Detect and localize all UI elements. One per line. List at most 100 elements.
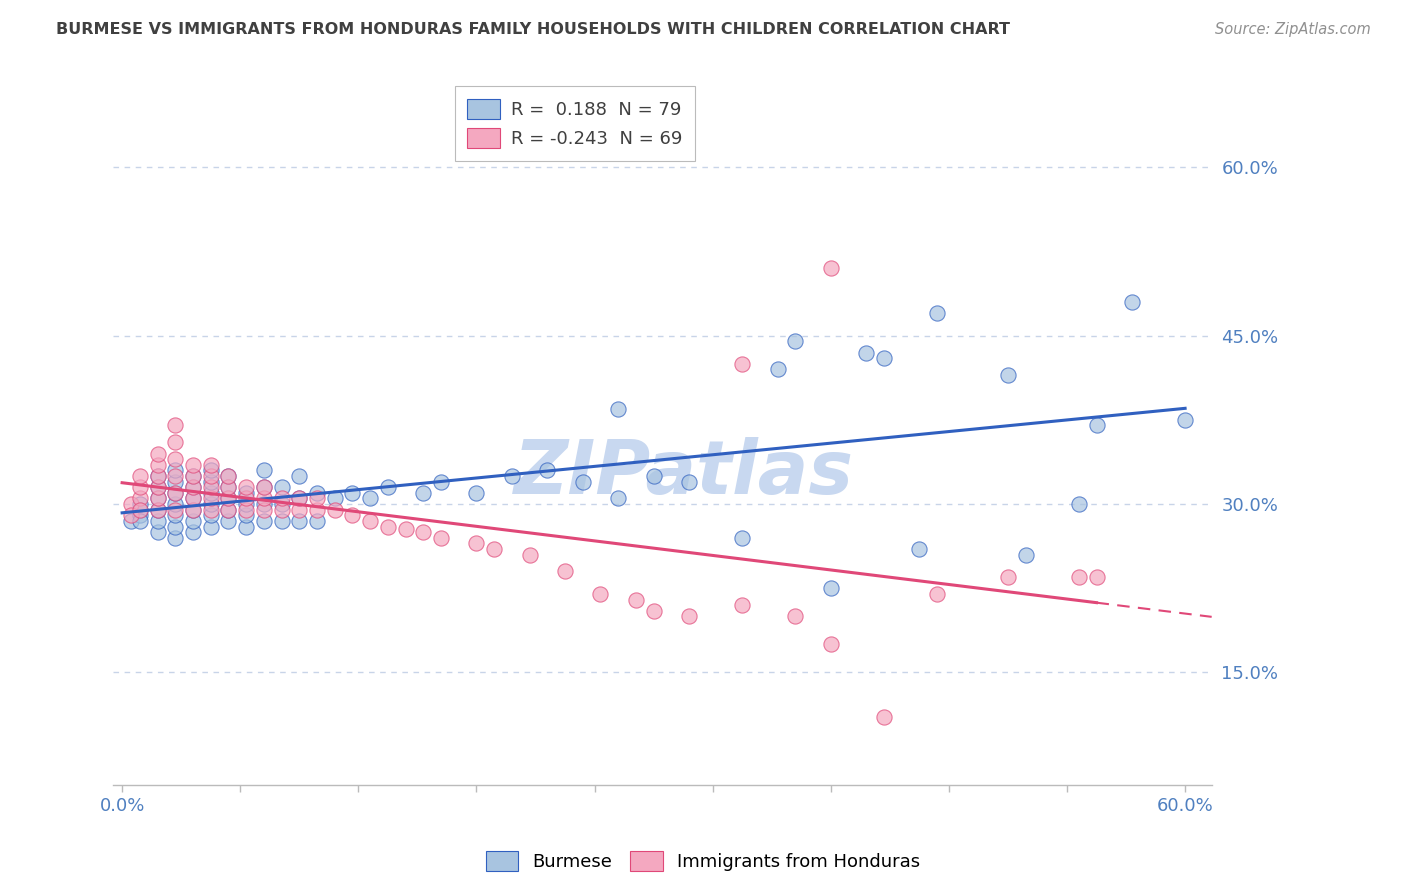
- Point: [731, 598, 754, 612]
- Point: [501, 469, 523, 483]
- Point: [165, 531, 187, 545]
- Point: [925, 587, 948, 601]
- Point: [342, 486, 364, 500]
- Point: [146, 469, 169, 483]
- Point: [465, 536, 488, 550]
- Point: [253, 502, 276, 516]
- Point: [589, 587, 612, 601]
- Point: [235, 480, 257, 494]
- Point: [128, 508, 150, 523]
- Point: [465, 486, 488, 500]
- Point: [181, 469, 204, 483]
- Point: [165, 497, 187, 511]
- Point: [235, 486, 257, 500]
- Point: [128, 514, 150, 528]
- Point: [181, 525, 204, 540]
- Point: [270, 497, 292, 511]
- Point: [873, 710, 896, 724]
- Legend: Burmese, Immigrants from Honduras: Burmese, Immigrants from Honduras: [478, 844, 928, 879]
- Point: [200, 463, 222, 477]
- Point: [200, 475, 222, 489]
- Point: [253, 480, 276, 494]
- Point: [181, 480, 204, 494]
- Point: [146, 502, 169, 516]
- Point: [120, 497, 142, 511]
- Point: [288, 491, 311, 506]
- Point: [643, 604, 665, 618]
- Point: [342, 508, 364, 523]
- Point: [785, 334, 807, 349]
- Point: [820, 582, 842, 596]
- Point: [235, 508, 257, 523]
- Point: [128, 502, 150, 516]
- Point: [181, 469, 204, 483]
- Point: [607, 491, 630, 506]
- Point: [323, 502, 346, 516]
- Point: [200, 486, 222, 500]
- Point: [624, 592, 647, 607]
- Point: [181, 502, 204, 516]
- Point: [146, 458, 169, 472]
- Point: [128, 502, 150, 516]
- Point: [165, 452, 187, 467]
- Point: [200, 497, 222, 511]
- Point: [323, 491, 346, 506]
- Point: [412, 486, 434, 500]
- Point: [288, 491, 311, 506]
- Point: [519, 548, 541, 562]
- Point: [120, 508, 142, 523]
- Point: [165, 486, 187, 500]
- Point: [412, 525, 434, 540]
- Point: [217, 502, 239, 516]
- Point: [607, 401, 630, 416]
- Point: [128, 491, 150, 506]
- Point: [181, 491, 204, 506]
- Point: [128, 480, 150, 494]
- Legend: R =  0.188  N = 79, R = -0.243  N = 69: R = 0.188 N = 79, R = -0.243 N = 69: [454, 87, 695, 161]
- Point: [394, 522, 416, 536]
- Point: [731, 357, 754, 371]
- Point: [678, 475, 700, 489]
- Point: [235, 519, 257, 533]
- Point: [873, 351, 896, 365]
- Point: [146, 502, 169, 516]
- Point: [766, 362, 789, 376]
- Point: [146, 491, 169, 506]
- Text: ZIPatlas: ZIPatlas: [515, 437, 855, 510]
- Point: [165, 469, 187, 483]
- Point: [270, 491, 292, 506]
- Point: [678, 609, 700, 624]
- Point: [200, 508, 222, 523]
- Point: [146, 514, 169, 528]
- Point: [855, 345, 877, 359]
- Point: [181, 458, 204, 472]
- Point: [997, 368, 1019, 382]
- Text: BURMESE VS IMMIGRANTS FROM HONDURAS FAMILY HOUSEHOLDS WITH CHILDREN CORRELATION : BURMESE VS IMMIGRANTS FROM HONDURAS FAMI…: [56, 22, 1011, 37]
- Point: [165, 502, 187, 516]
- Point: [165, 463, 187, 477]
- Point: [571, 475, 593, 489]
- Point: [785, 609, 807, 624]
- Point: [200, 469, 222, 483]
- Point: [305, 486, 328, 500]
- Point: [217, 469, 239, 483]
- Point: [253, 480, 276, 494]
- Point: [908, 541, 931, 556]
- Point: [253, 497, 276, 511]
- Point: [128, 497, 150, 511]
- Point: [235, 497, 257, 511]
- Point: [200, 502, 222, 516]
- Point: [253, 463, 276, 477]
- Point: [165, 508, 187, 523]
- Point: [146, 480, 169, 494]
- Point: [200, 491, 222, 506]
- Text: Source: ZipAtlas.com: Source: ZipAtlas.com: [1215, 22, 1371, 37]
- Point: [253, 514, 276, 528]
- Point: [181, 502, 204, 516]
- Point: [146, 469, 169, 483]
- Point: [430, 475, 453, 489]
- Point: [235, 491, 257, 506]
- Point: [165, 519, 187, 533]
- Point: [820, 261, 842, 276]
- Point: [165, 475, 187, 489]
